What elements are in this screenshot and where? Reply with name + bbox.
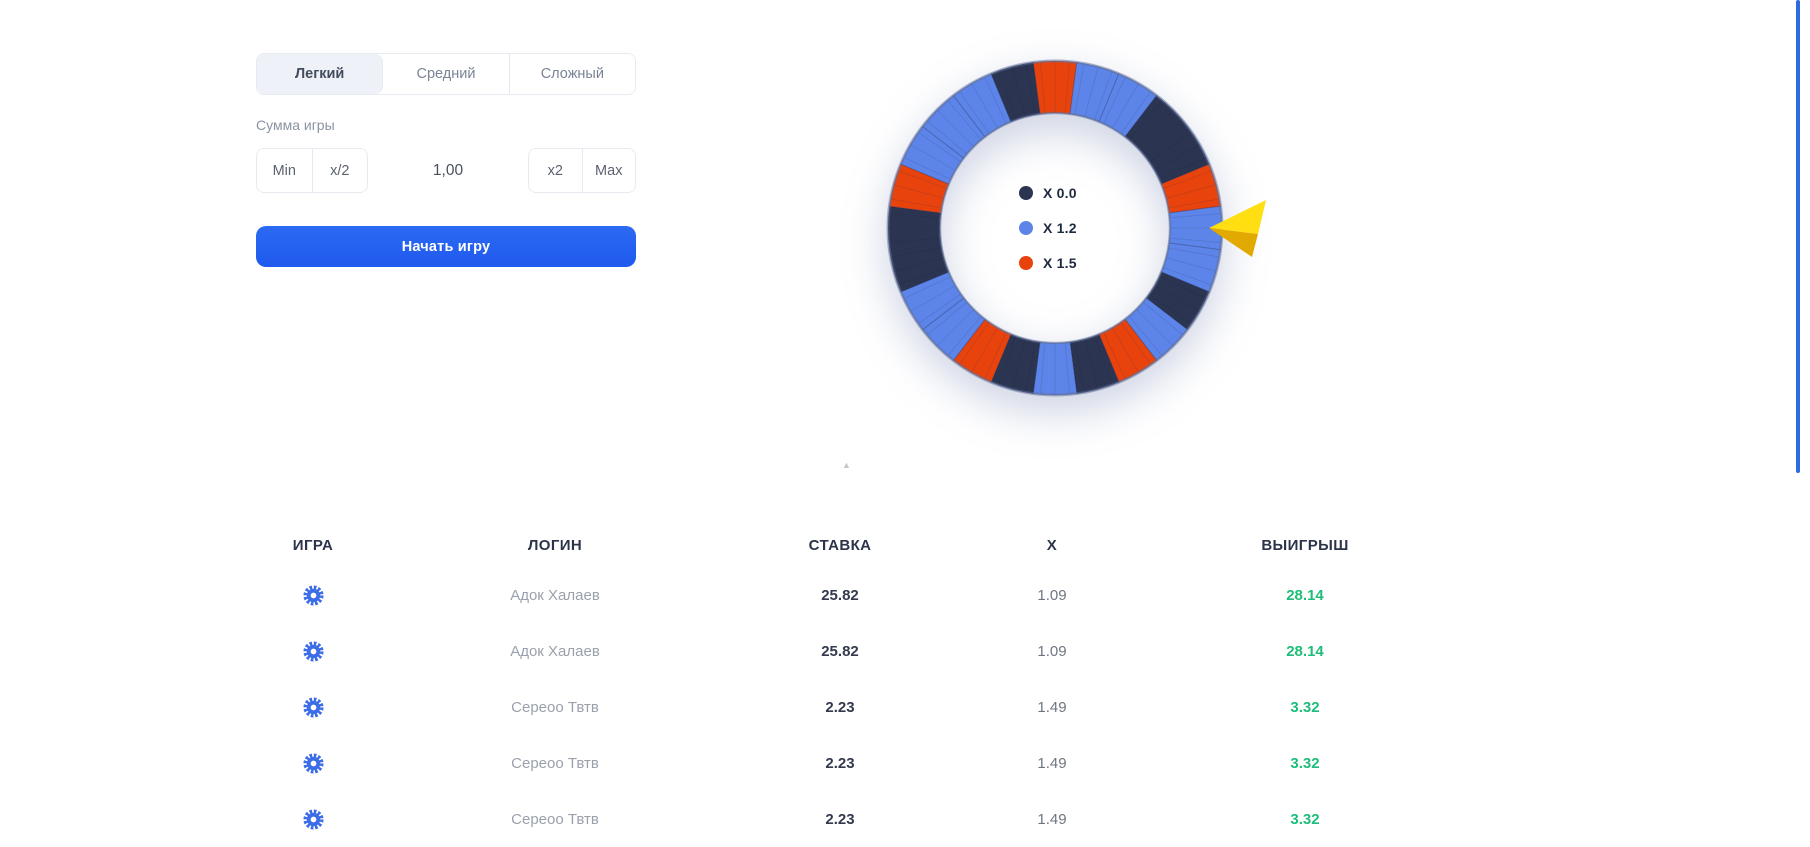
max-bet-button[interactable]: Max [581,149,635,192]
col-win: ВЫИГРЫШ [1261,537,1349,554]
history-row: Адок Халаев 25.82 1.09 28.14 [256,567,1446,623]
legend-item-x0: X 0.0 [1019,185,1077,201]
bet-decrease-group: Min x/2 [256,148,368,193]
multiplier-cell: 1.49 [1037,810,1067,828]
wheel-pointer-icon [1209,200,1266,257]
game-cell [256,623,370,679]
wheel-segments [886,59,1224,397]
bet-increase-group: x2 Max [528,148,636,193]
history-rows: Адок Халаев 25.82 1.09 28.14 Адок Халаев… [256,567,1446,847]
fortune-wheel: X 0.0 X 1.2 X 1.5 [883,56,1227,400]
bet-cell: 2.23 [825,698,855,716]
legend-item-x12: X 1.2 [1019,220,1077,236]
col-multiplier: X [1046,537,1058,554]
wheel-game-icon [302,752,324,774]
multiplier-cell: 1.49 [1037,754,1067,772]
tab-hard[interactable]: Сложный [509,54,635,94]
wheel-game-icon [302,696,324,718]
bet-controls: Min x/2 1,00 x2 Max [256,148,636,193]
multiplier-cell: 1.09 [1037,642,1067,660]
win-cell: 3.32 [1290,754,1320,772]
login-cell: Сереоо Твтв [511,810,599,828]
legend-label-x15: X 1.5 [1043,255,1077,271]
history-table: ИГРА ЛОГИН СТАВКА X ВЫИГРЫШ Адок Халаев … [256,524,1446,847]
history-row: Сереоо Твтв 2.23 1.49 3.32 [256,791,1446,847]
bet-cell: 25.82 [821,642,859,660]
legend-item-x15: X 1.5 [1019,255,1077,271]
win-cell: 28.14 [1286,586,1324,604]
bet-cell: 25.82 [821,586,859,604]
bet-amount-label: Сумма игры [256,117,335,133]
login-cell: Сереоо Твтв [511,754,599,772]
wheel-game-icon [302,584,324,606]
multiplier-cell: 1.49 [1037,698,1067,716]
win-cell: 3.32 [1290,810,1320,828]
col-login: ЛОГИН [527,537,583,554]
bet-cell: 2.23 [825,754,855,772]
double-bet-button[interactable]: x2 [529,149,582,192]
start-game-button[interactable]: Начать игру [256,226,636,267]
game-cell [256,567,370,623]
history-row: Сереоо Твтв 2.23 1.49 3.32 [256,679,1446,735]
bet-amount-input[interactable]: 1,00 [432,161,464,179]
legend-label-x12: X 1.2 [1043,220,1077,236]
history-row: Адок Халаев 25.82 1.09 28.14 [256,623,1446,679]
legend-dot-orange [1019,256,1033,270]
legend-label-x0: X 0.0 [1043,185,1077,201]
win-cell: 28.14 [1286,642,1324,660]
tab-easy[interactable]: Легкий [257,54,384,94]
col-bet: СТАВКА [808,537,872,554]
history-header: ИГРА ЛОГИН СТАВКА X ВЫИГРЫШ [256,524,1446,567]
wheel-game-icon [302,640,324,662]
wheel-legend: X 0.0 X 1.2 X 1.5 [1019,185,1077,271]
wheel-game-icon [302,808,324,830]
login-cell: Адок Халаев [510,642,600,660]
legend-dot-dark [1019,186,1033,200]
scrollbar-thumb[interactable] [1796,0,1800,473]
login-cell: Адок Халаев [510,586,600,604]
tab-medium[interactable]: Средний [383,54,510,94]
game-cell [256,735,370,791]
multiplier-cell: 1.09 [1037,586,1067,604]
scroll-hint-icon: ▲ [842,460,851,470]
game-cell [256,791,370,847]
legend-dot-blue [1019,221,1033,235]
col-game: ИГРА [292,537,334,554]
difficulty-tabs: Легкий Средний Сложный [256,53,636,95]
history-row: Сереоо Твтв 2.23 1.49 3.32 [256,735,1446,791]
halve-bet-button[interactable]: x/2 [311,149,367,192]
win-cell: 3.32 [1290,698,1320,716]
min-bet-button[interactable]: Min [257,149,312,192]
login-cell: Сереоо Твтв [511,698,599,716]
game-cell [256,679,370,735]
bet-cell: 2.23 [825,810,855,828]
